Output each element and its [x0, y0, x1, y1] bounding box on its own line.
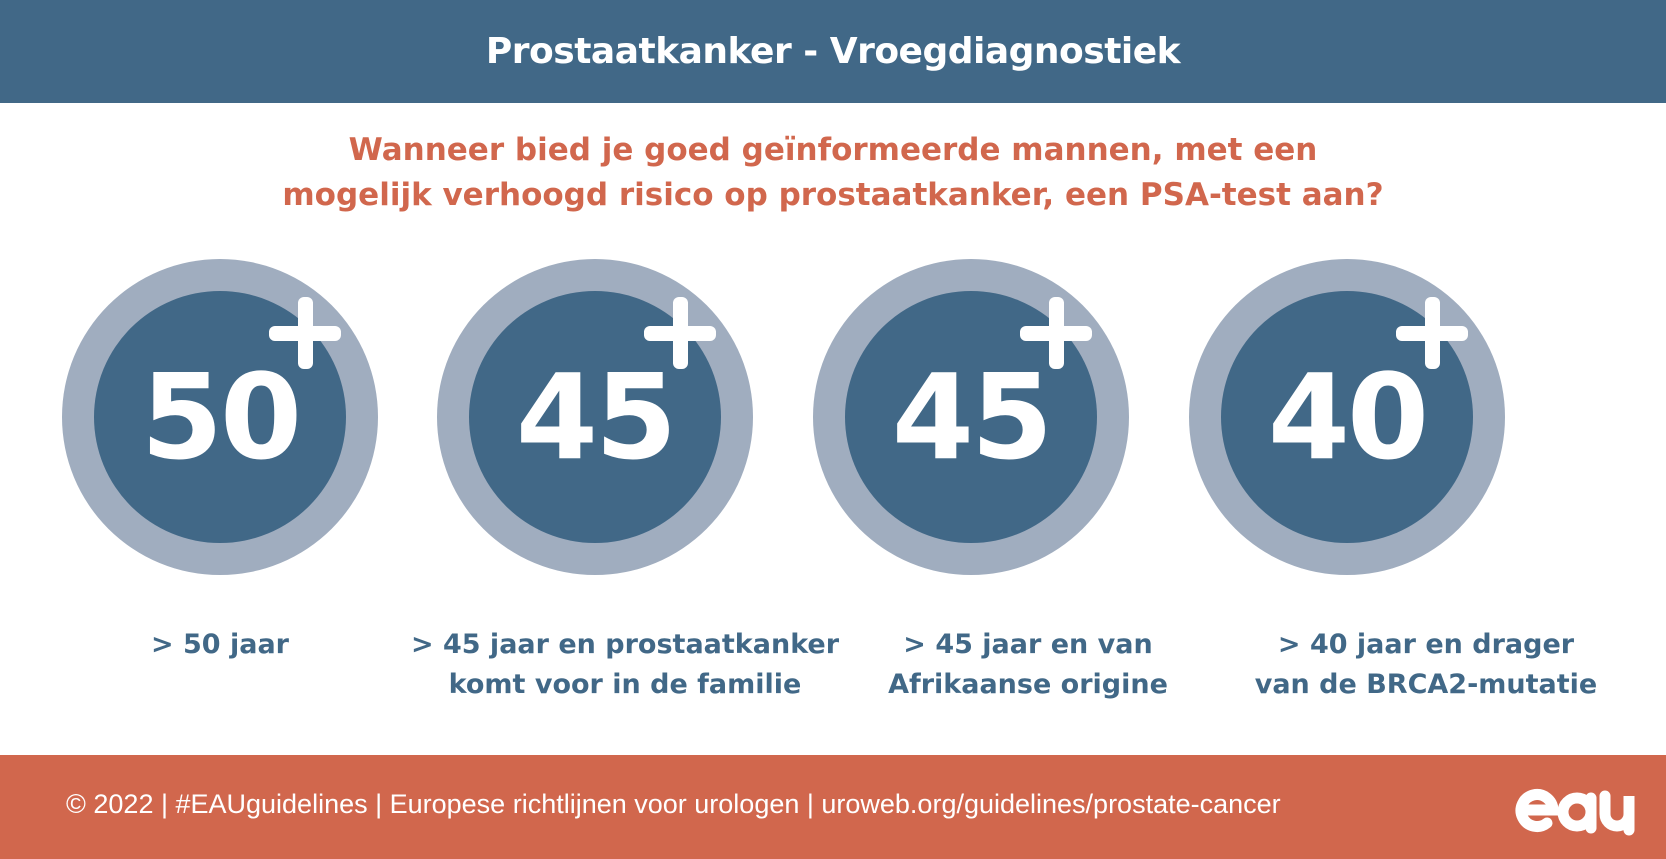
age-circle-45-african: 45	[813, 259, 1129, 575]
footer-banner: © 2022 | #EAUguidelines | Europese richt…	[0, 755, 1666, 859]
question-line-2: mogelijk verhoogd risico op prostaatkank…	[282, 177, 1384, 213]
page-title: Prostaatkanker - Vroegdiagnostiek	[485, 31, 1181, 72]
caption-line-1: > 45 jaar en van	[903, 629, 1153, 660]
age-circle-45-family: 45	[437, 259, 753, 575]
footer-credit: © 2022 | #EAUguidelines | Europese richt…	[66, 789, 1281, 819]
plus-icon	[644, 297, 716, 369]
caption-45-family: > 45 jaar en prostaatkanker komt voor in…	[410, 625, 840, 705]
caption-line-2: Afrikaanse origine	[888, 669, 1168, 700]
caption-line-2: van de BRCA2-mutatie	[1254, 669, 1598, 700]
plus-icon	[269, 297, 341, 369]
age-circle-50: 50	[62, 259, 378, 575]
question-text: Wanneer bied je goed geïnformeerde manne…	[0, 128, 1666, 218]
age-circle-40-brca2: 40	[1189, 259, 1505, 575]
caption-50: > 50 jaar	[5, 625, 435, 665]
eau-logo	[1515, 789, 1635, 836]
caption-line-1: > 50 jaar	[150, 629, 289, 660]
caption-line-1: > 40 jaar en drager	[1277, 629, 1575, 660]
caption-40-brca2: > 40 jaar en drager van de BRCA2-mutatie	[1211, 625, 1641, 705]
caption-line-2: komt voor in de familie	[448, 669, 802, 700]
question-line-1: Wanneer bied je goed geïnformeerde manne…	[348, 132, 1318, 168]
header-banner: Prostaatkanker - Vroegdiagnostiek	[0, 0, 1666, 103]
age-number: 45	[515, 348, 677, 486]
caption-45-african: > 45 jaar en van Afrikaanse origine	[813, 625, 1243, 705]
age-number: 40	[1267, 348, 1429, 486]
plus-icon	[1020, 297, 1092, 369]
age-number: 50	[140, 348, 302, 486]
plus-icon	[1396, 297, 1468, 369]
age-number: 45	[891, 348, 1053, 486]
caption-line-1: > 45 jaar en prostaatkanker	[410, 629, 840, 660]
